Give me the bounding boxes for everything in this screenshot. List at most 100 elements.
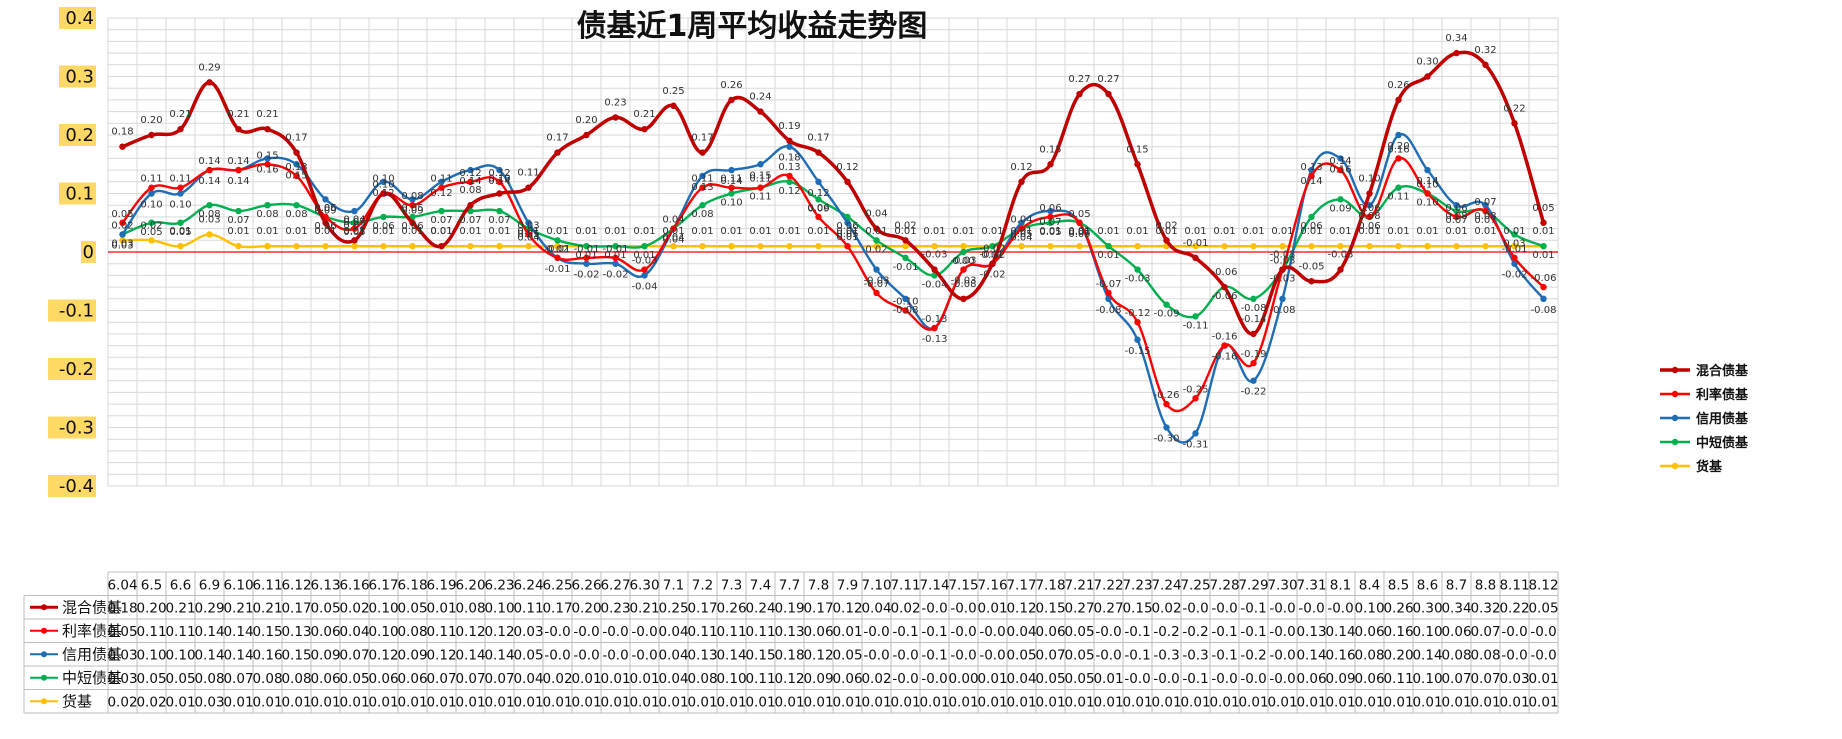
table-cell-value: 0.01 xyxy=(484,694,514,710)
table-cell-value: 0.05 xyxy=(397,600,427,616)
table-cell-value: 0.08 xyxy=(281,671,311,687)
table-cell-value: -0.0 xyxy=(1269,647,1295,663)
data-label: 0.14 xyxy=(720,176,742,187)
data-label: 0.02 xyxy=(894,220,916,231)
data-label: 0.01 xyxy=(575,250,597,261)
data-label: 0.18 xyxy=(778,153,800,164)
data-point xyxy=(467,242,474,250)
data-point xyxy=(1540,219,1547,226)
data-point xyxy=(786,137,793,145)
table-cell-value: 0.26 xyxy=(716,600,746,616)
data-label: 0.16 xyxy=(1387,144,1409,155)
data-label: 0.07 xyxy=(1474,215,1496,226)
table-series-name: 中短债基 xyxy=(62,669,122,687)
data-label: 0.10 xyxy=(140,200,162,211)
table-cell-value: 0.11 xyxy=(426,624,456,640)
table-cell-value: 0.25 xyxy=(658,600,688,616)
data-label: 0.27 xyxy=(1068,74,1090,85)
data-point xyxy=(1511,260,1518,267)
data-label: 0.06 xyxy=(1445,203,1467,214)
data-point xyxy=(1163,424,1170,431)
data-label: 0.01 xyxy=(546,226,568,237)
data-point xyxy=(351,225,358,232)
data-point xyxy=(583,254,590,262)
data-point xyxy=(119,237,126,244)
data-label: 0.05 xyxy=(1068,227,1090,238)
data-point xyxy=(873,266,880,273)
table-cell-value: 0.13 xyxy=(687,647,717,663)
data-label: 0.15 xyxy=(1039,144,1061,155)
data-point xyxy=(1511,120,1518,127)
table-cell-value: 0.01 xyxy=(629,671,659,687)
legend-item-label: 利率债基 xyxy=(1696,387,1749,403)
x-axis-label: 8.7 xyxy=(1446,578,1467,594)
table-cell-value: 0.01 xyxy=(600,694,630,710)
table-cell-value: -0.0 xyxy=(1211,671,1237,687)
data-point xyxy=(438,207,445,215)
table-cell-value: 0.09 xyxy=(397,647,427,663)
data-label: 0.03 xyxy=(111,240,133,251)
data-point xyxy=(293,242,300,250)
data-point xyxy=(757,161,764,168)
data-label: 0.13 xyxy=(778,162,800,173)
data-point xyxy=(235,125,242,133)
table-cell-value: 0.01 xyxy=(1093,694,1123,710)
data-point xyxy=(1453,207,1460,215)
data-point xyxy=(641,272,648,279)
x-axis-label: 7.14 xyxy=(919,578,949,594)
data-label: 0.14 xyxy=(459,176,481,187)
data-label: 0.04 xyxy=(865,209,887,220)
table-cell-value: 0.15 xyxy=(745,647,775,663)
data-point xyxy=(873,237,880,244)
data-point xyxy=(1279,242,1286,250)
table-cell-value: 0.02 xyxy=(107,694,137,710)
table-cell-value: 0.27 xyxy=(1064,600,1094,616)
data-point xyxy=(206,79,213,86)
data-label: 0.20 xyxy=(1387,141,1409,152)
table-cell-value: 0.12 xyxy=(426,647,456,663)
data-label: 0.11 xyxy=(169,174,191,185)
table-cell-value: 0.02 xyxy=(136,694,166,710)
data-label: 0.15 xyxy=(285,170,307,181)
data-point xyxy=(815,213,822,221)
data-point xyxy=(1192,242,1199,250)
data-label: 0.08 xyxy=(256,209,278,220)
data-label: 0.06 xyxy=(836,221,858,232)
data-label: 0.11 xyxy=(749,174,771,185)
table-cell-value: 0.11 xyxy=(136,624,166,640)
data-point xyxy=(1482,242,1489,250)
table-cell-value: -0.1 xyxy=(921,647,947,663)
table-cell-value: 0.10 xyxy=(484,600,514,616)
table-cell-value: 0.03 xyxy=(107,671,137,687)
data-point xyxy=(119,231,126,238)
data-label: 0.17 xyxy=(285,133,307,144)
x-axis-label: 7.29 xyxy=(1238,578,1268,594)
table-cell-value: 0.07 xyxy=(223,671,253,687)
data-point xyxy=(1424,190,1431,197)
data-point xyxy=(786,143,793,150)
table-cell-value: 0.14 xyxy=(1296,647,1326,663)
table-cell-value: 0.10 xyxy=(1412,624,1442,640)
data-point xyxy=(496,190,503,197)
data-point xyxy=(1511,231,1518,238)
table-series-name: 货基 xyxy=(62,692,92,710)
data-label: -0.06 xyxy=(1212,291,1238,302)
data-point xyxy=(1047,242,1054,250)
table-cell-value: 0.05 xyxy=(107,624,137,640)
table-cell-value: -0.0 xyxy=(863,624,889,640)
table-cell-value: 0.16 xyxy=(1325,647,1355,663)
data-label: 0.05 xyxy=(314,203,336,214)
data-label: 0.01 xyxy=(1039,226,1061,237)
data-label: 0.03 xyxy=(517,220,539,231)
x-axis-label: 7.11 xyxy=(890,578,920,594)
y-tick-highlight xyxy=(59,124,96,146)
table-cell-value: -0.1 xyxy=(892,624,918,640)
table-cell-value: 0.14 xyxy=(223,647,253,663)
table-cell-value: 0.06 xyxy=(310,624,340,640)
data-point xyxy=(612,114,619,121)
data-label: 0.01 xyxy=(691,226,713,237)
table-cell-value: 0.17 xyxy=(542,600,572,616)
data-label: -0.08 xyxy=(1531,305,1557,316)
data-label: 0.01 xyxy=(169,226,191,237)
